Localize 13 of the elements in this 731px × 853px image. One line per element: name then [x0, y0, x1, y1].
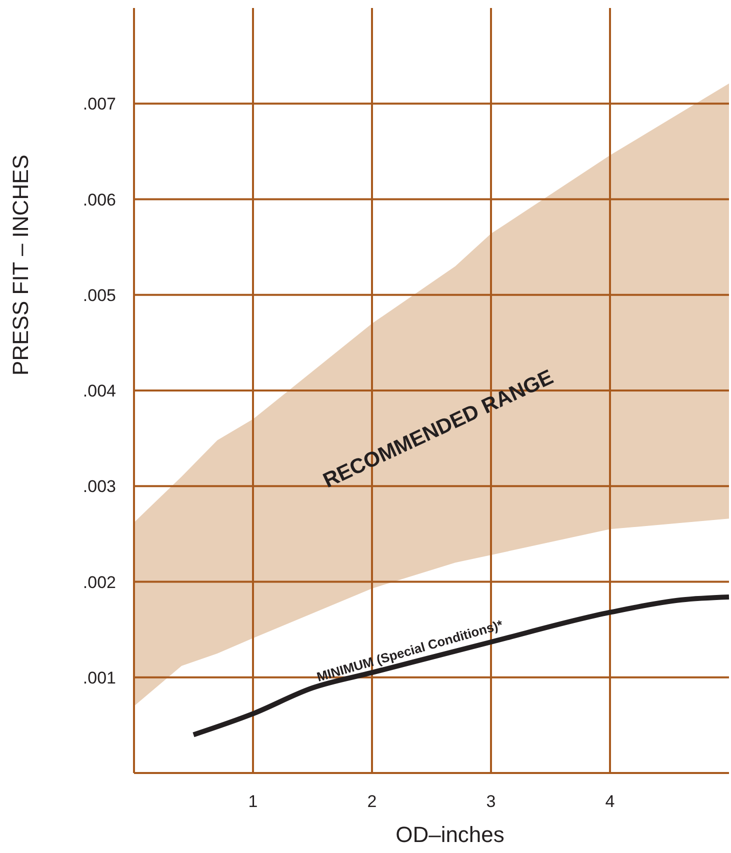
y-tick-label: .001 [82, 668, 116, 688]
y-tick-label: .004 [82, 382, 116, 400]
x-tick-label: 2 [367, 792, 377, 811]
y-tick-label: .006 [82, 190, 116, 210]
x-tick-label: 3 [486, 792, 496, 811]
y-tick-label: .007 [82, 94, 116, 114]
y-tick-label: .005 [82, 286, 116, 305]
x-axis-title: OD–inches [396, 822, 504, 847]
y-tick-label: .002 [82, 572, 116, 592]
y-tick-label: .003 [82, 477, 116, 496]
x-tick-label: 4 [605, 792, 615, 811]
x-tick-label: 1 [248, 792, 258, 811]
y-axis-title: PRESS FIT – INCHES [8, 154, 33, 376]
